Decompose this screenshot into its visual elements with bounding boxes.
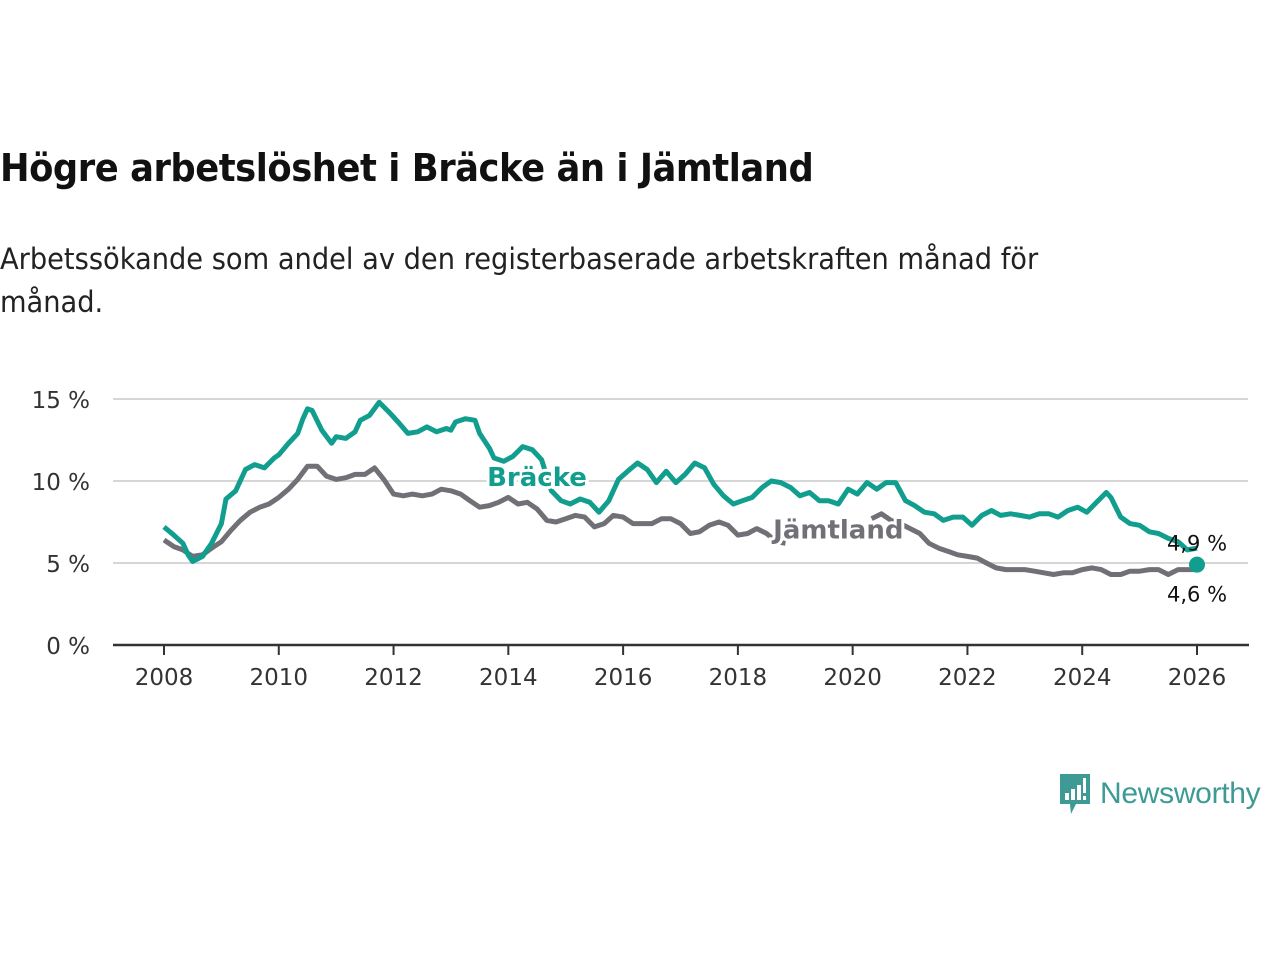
end-value-label: 4,6 % — [1167, 583, 1227, 607]
y-tick-label: 15 % — [32, 388, 90, 414]
series-line-bracke — [162, 399, 1198, 564]
x-tick-label: 2020 — [823, 665, 882, 691]
x-tick-label: 2014 — [479, 665, 538, 691]
chart-subtitle: Arbetssökande som andel av den registerb… — [0, 242, 1039, 319]
x-tick-label: 2008 — [135, 665, 194, 691]
newsworthy-logo[interactable]: Newsworthy — [1058, 772, 1261, 816]
chart-title: Högre arbetslöshet i Bräcke än i Jämtlan… — [0, 146, 814, 190]
x-tick-label: 2026 — [1168, 665, 1227, 691]
x-tick-label: 2012 — [364, 665, 423, 691]
x-tick-label: 2018 — [709, 665, 768, 691]
end-value-label: 4,9 % — [1167, 532, 1227, 556]
series-label: Bräcke — [487, 463, 587, 493]
bar-chart-speech-bubble-icon — [1060, 774, 1090, 814]
series-label: Jämtland — [771, 515, 903, 545]
line-chart: 0 % 5 % 10 % 15 % 2008 2010 2012 2014 2016 2018 2… — [32, 388, 1249, 691]
x-tick-label: 2016 — [594, 665, 653, 691]
y-tick-label: 10 % — [32, 470, 90, 496]
series-line-jamtland-continued — [870, 511, 1197, 577]
x-tick-label: 2010 — [250, 665, 309, 691]
y-tick-label: 0 % — [46, 634, 90, 660]
x-tick-label: 2024 — [1053, 665, 1112, 691]
end-marker-bracke — [1189, 556, 1205, 573]
y-tick-label: 5 % — [46, 552, 90, 578]
logo-text: Newsworthy — [1100, 777, 1261, 810]
series-line-jamtland — [162, 463, 786, 559]
x-tick-label: 2022 — [938, 665, 997, 691]
